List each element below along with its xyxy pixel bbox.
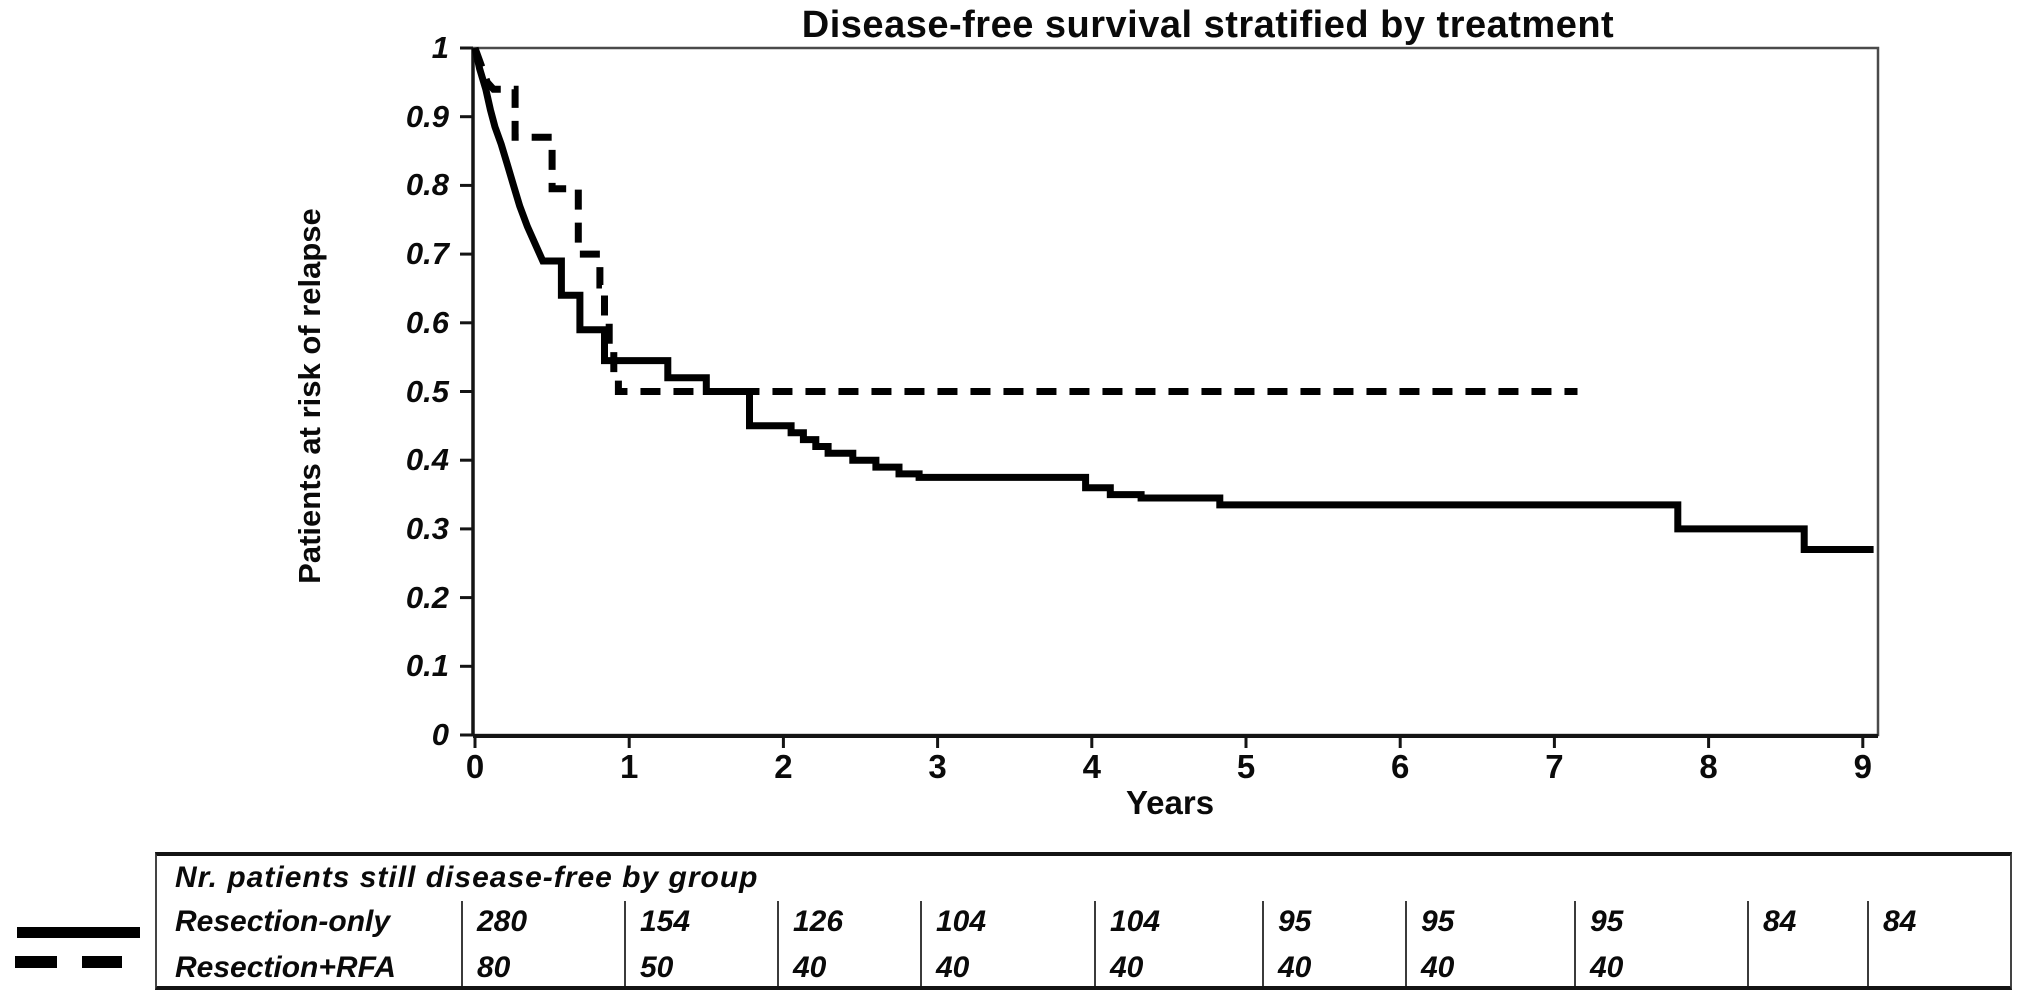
risk-value-cell: 40: [936, 951, 970, 984]
y-tick-label: 0: [431, 717, 449, 752]
risk-value-cell: 50: [640, 951, 674, 984]
y-tick-label: 0.2: [405, 579, 449, 615]
risk-row-label: Resection+RFA: [175, 951, 396, 984]
risk-value-cell: 40: [1421, 951, 1455, 984]
legend-solid-line: [17, 927, 140, 938]
x-tick-label: 9: [1853, 748, 1872, 785]
y-tick-label: 0.1: [405, 648, 449, 684]
y-tick-label: 0.7: [405, 236, 449, 272]
legend-dashed-line: [82, 956, 122, 968]
risk-table-column-divider: [1405, 901, 1407, 986]
y-tick-label: 0.5: [405, 373, 449, 409]
x-tick-label: 6: [1391, 748, 1410, 785]
y-tick-label: 0.3: [405, 510, 449, 546]
risk-table-column-divider: [777, 901, 779, 986]
risk-value-cell: 95: [1421, 905, 1455, 938]
risk-value-cell: 126: [793, 905, 844, 938]
risk-table-title: Nr. patients still disease-free by group: [175, 861, 759, 894]
x-tick-label: 5: [1236, 748, 1256, 785]
risk-value-cell: 40: [793, 951, 827, 984]
risk-table-column-divider: [624, 901, 626, 986]
risk-table-column-divider: [920, 901, 922, 986]
km-curve-resection-only: [471, 47, 1874, 553]
km-curve-resection-rfa: [471, 46, 1578, 395]
risk-value-cell: 154: [640, 905, 691, 938]
risk-value-cell: 40: [1110, 951, 1144, 984]
risk-value-cell: 84: [1763, 905, 1797, 938]
y-tick-label: 0.8: [405, 167, 449, 203]
risk-row-label: Resection-only: [175, 905, 391, 938]
risk-table-column-divider: [461, 901, 463, 986]
risk-table-column-divider: [1094, 901, 1096, 986]
x-tick-label: 2: [774, 748, 793, 785]
x-tick-label: 3: [928, 748, 947, 785]
risk-value-cell: 40: [1590, 951, 1624, 984]
risk-value-cell: 280: [477, 905, 528, 938]
risk-table-column-divider: [1574, 901, 1576, 986]
chart-title: Disease-free survival stratified by trea…: [801, 4, 1615, 46]
risk-value-cell: 95: [1590, 905, 1624, 938]
y-tick-label: 1: [431, 30, 449, 65]
y-tick-label: 0.6: [405, 304, 449, 340]
x-tick-label: 8: [1699, 748, 1718, 785]
risk-value-cell: 84: [1883, 905, 1917, 938]
risk-table-column-divider: [1867, 901, 1869, 986]
legend-dashed-line: [15, 956, 57, 968]
x-tick-label: 4: [1082, 748, 1101, 785]
x-tick-label: 7: [1545, 748, 1564, 785]
risk-table: Nr. patients still disease-free by group…: [155, 852, 2012, 990]
risk-value-cell: 40: [1278, 951, 1312, 984]
risk-value-cell: 104: [1110, 905, 1161, 938]
risk-table-column-divider: [1262, 901, 1264, 986]
x-tick-label: 1: [620, 748, 639, 785]
risk-value-cell: 104: [936, 905, 987, 938]
x-tick-label: 0: [465, 748, 485, 785]
risk-value-cell: 95: [1278, 905, 1312, 938]
y-tick-label: 0.9: [405, 98, 449, 134]
y-tick-label: 0.4: [405, 442, 449, 478]
x-axis-title: Years: [1125, 784, 1215, 821]
risk-table-column-divider: [1747, 901, 1749, 986]
risk-value-cell: 80: [477, 951, 511, 984]
